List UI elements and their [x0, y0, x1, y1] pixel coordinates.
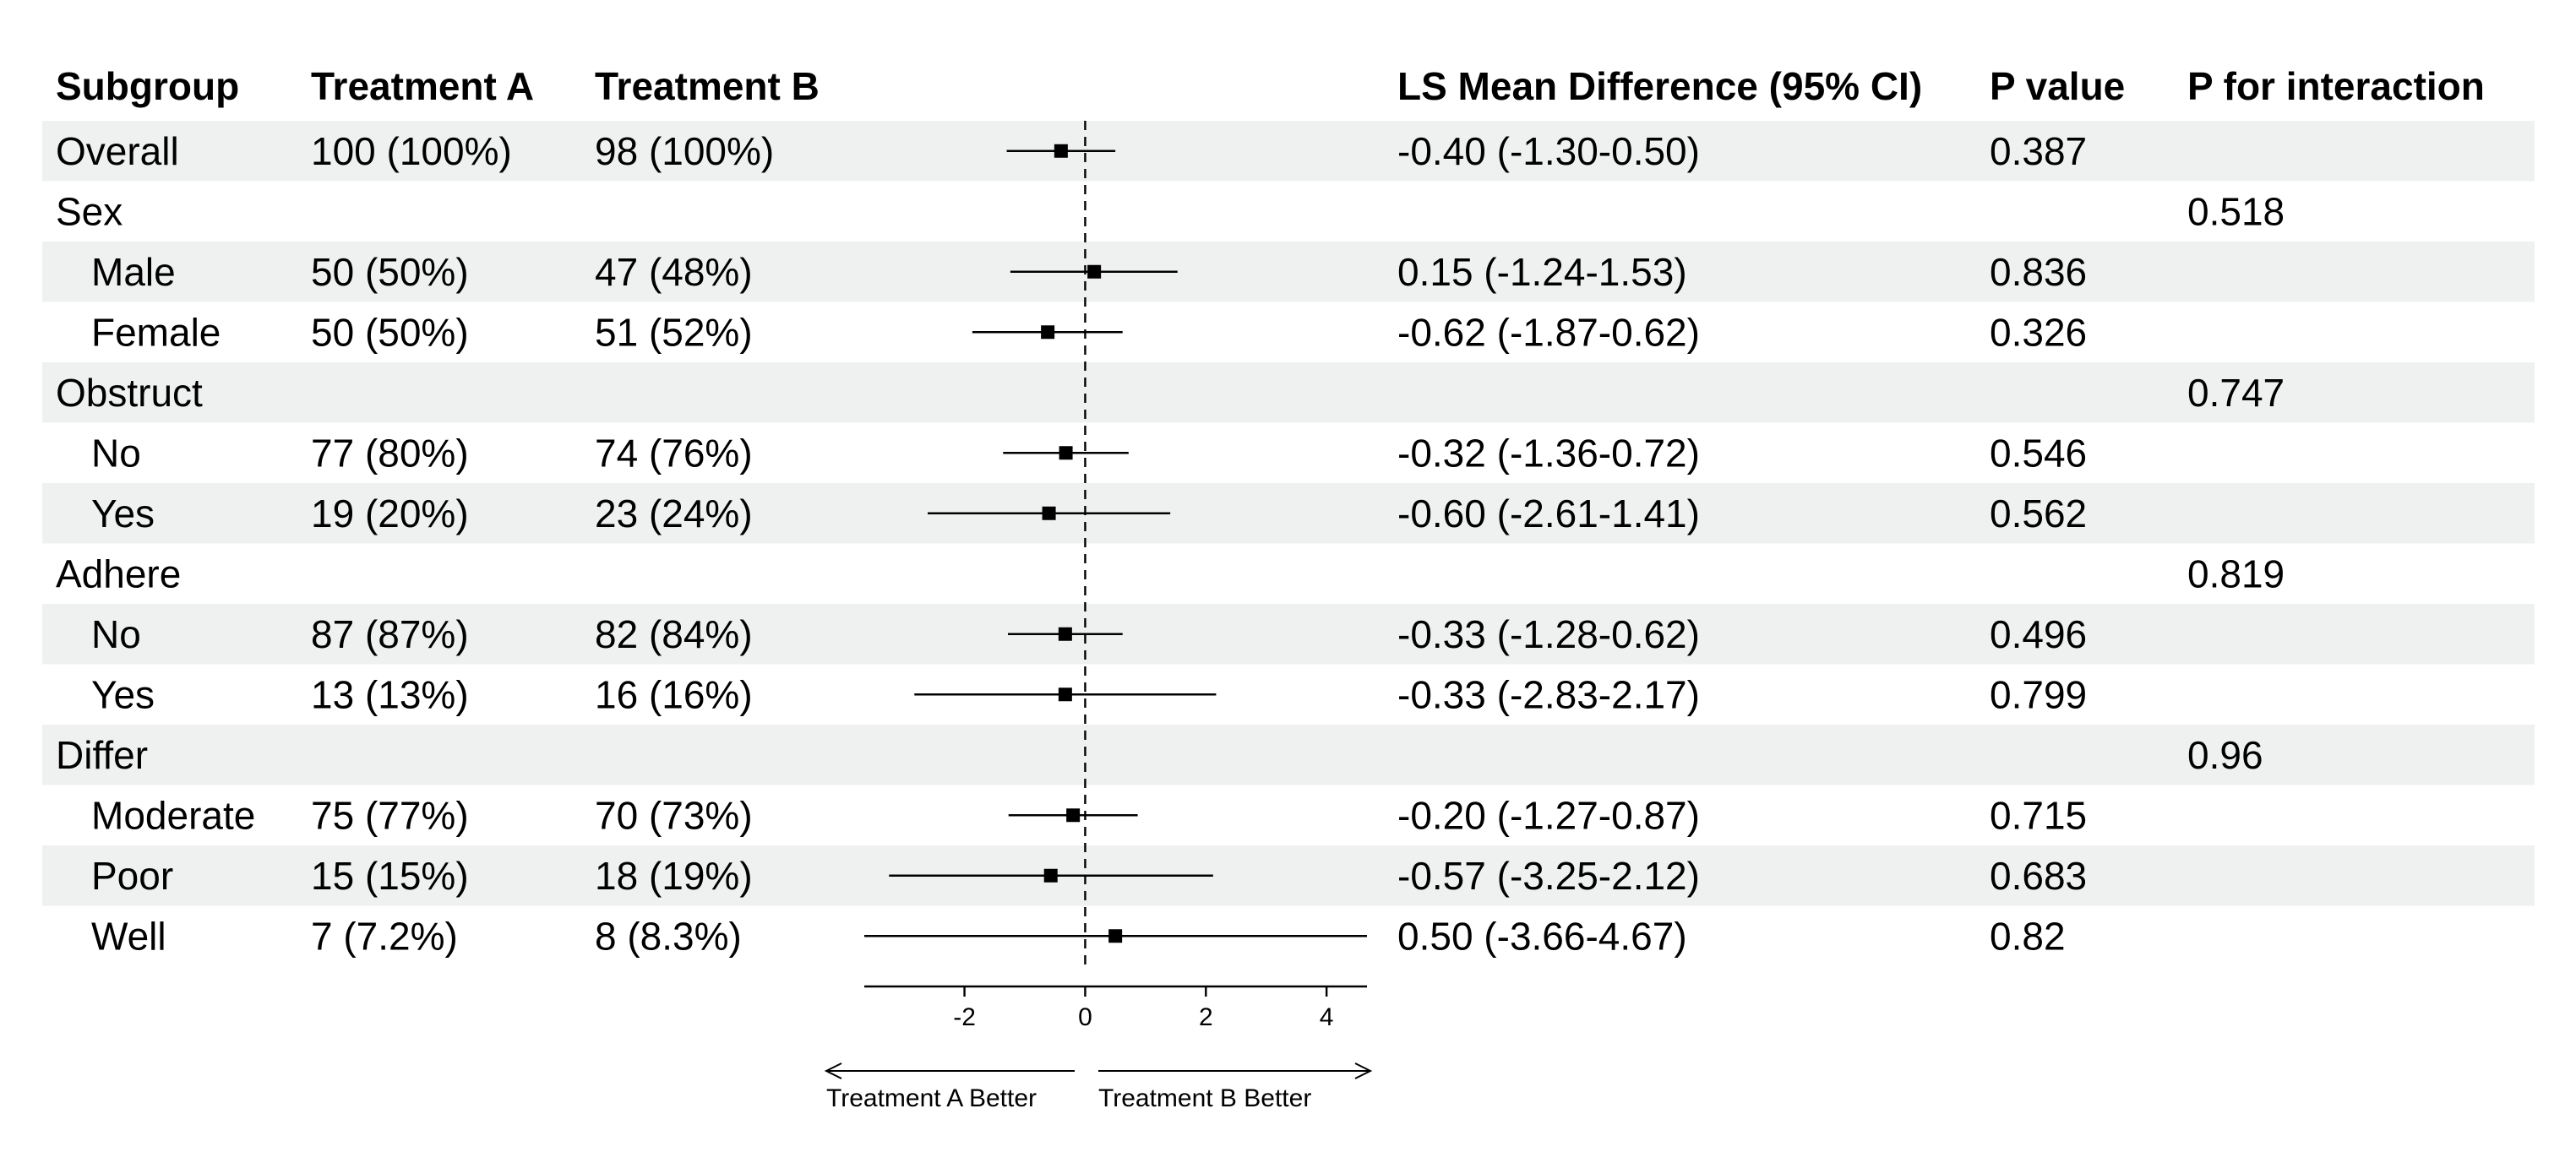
- table-cell: 100 (100%): [311, 129, 512, 173]
- table-cell: 0.496: [1990, 612, 2087, 656]
- table-cell: 18 (19%): [595, 854, 753, 898]
- table-cell: 74 (76%): [595, 431, 753, 475]
- table-cell: -0.33 (-2.83-2.17): [1397, 672, 1700, 716]
- column-header: LS Mean Difference (95% CI): [1397, 64, 1922, 108]
- table-cell: 0.683: [1990, 854, 2087, 898]
- table-cell: 50 (50%): [311, 250, 469, 294]
- table-cell: -0.62 (-1.87-0.62): [1397, 310, 1700, 354]
- row-band: [42, 483, 2535, 544]
- table-cell: 51 (52%): [595, 310, 753, 354]
- table-cell: -0.32 (-1.36-0.72): [1397, 431, 1700, 475]
- table-cell: 0.546: [1990, 431, 2087, 475]
- table-cell: 16 (16%): [595, 672, 753, 716]
- row-band: [42, 845, 2535, 906]
- table-cell: -0.57 (-3.25-2.12): [1397, 854, 1700, 898]
- point-estimate: [1058, 687, 1072, 702]
- arrow-right-head: [1354, 1062, 1373, 1079]
- subgroup-label: No: [91, 431, 141, 475]
- table-cell: 23 (24%): [595, 492, 753, 535]
- point-estimate: [1043, 868, 1058, 883]
- table-cell: 7 (7.2%): [311, 914, 458, 958]
- row-band: [42, 725, 2535, 785]
- column-header: Treatment A: [311, 64, 534, 108]
- subgroup-label: Male: [91, 250, 176, 294]
- subgroup-label: Well: [91, 914, 166, 958]
- subgroup-label: Female: [91, 310, 221, 354]
- x-tick-label: 4: [1320, 1003, 1334, 1031]
- table-cell: 0.387: [1990, 129, 2087, 173]
- point-estimate: [1087, 264, 1102, 279]
- table-cell: -0.60 (-2.61-1.41): [1397, 492, 1700, 535]
- row-band: [42, 604, 2535, 665]
- table-cell: 0.96: [2187, 733, 2263, 777]
- arrow-left-label: Treatment A Better: [826, 1084, 1037, 1112]
- table-cell: 87 (87%): [311, 612, 469, 656]
- table-cell: 50 (50%): [311, 310, 469, 354]
- table-cell: 0.799: [1990, 672, 2087, 716]
- point-estimate: [1058, 627, 1072, 641]
- table-cell: 13 (13%): [311, 672, 469, 716]
- point-estimate: [1041, 325, 1055, 340]
- table-cell: 0.82: [1990, 914, 2066, 958]
- table-cell: 0.747: [2187, 371, 2285, 415]
- table-cell: 98 (100%): [595, 129, 774, 173]
- arrow-right-label: Treatment B Better: [1098, 1084, 1311, 1112]
- column-header: P for interaction: [2187, 64, 2485, 108]
- subgroup-label: Poor: [91, 854, 173, 898]
- x-tick-label: 2: [1199, 1003, 1213, 1031]
- subgroup-label: Yes: [91, 672, 155, 716]
- table-cell: 15 (15%): [311, 854, 469, 898]
- table-cell: 0.326: [1990, 310, 2087, 354]
- point-estimate: [1054, 144, 1068, 158]
- subgroup-label: Adhere: [56, 552, 181, 595]
- table-cell: 82 (84%): [595, 612, 753, 656]
- table-cell: 0.819: [2187, 552, 2285, 595]
- point-estimate: [1042, 506, 1056, 520]
- column-header: Subgroup: [56, 64, 239, 108]
- table-cell: 0.50 (-3.66-4.67): [1397, 914, 1687, 958]
- table-cell: 0.15 (-1.24-1.53): [1397, 250, 1687, 294]
- point-estimate: [1108, 929, 1123, 943]
- table-cell: 19 (20%): [311, 492, 469, 535]
- table-cell: 0.518: [2187, 189, 2285, 233]
- table-cell: 8 (8.3%): [595, 914, 742, 958]
- subgroup-label: Yes: [91, 492, 155, 535]
- table-cell: 0.562: [1990, 492, 2087, 535]
- table-cell: 47 (48%): [595, 250, 753, 294]
- x-tick-label: -2: [953, 1003, 976, 1031]
- subgroup-label: Overall: [56, 129, 179, 173]
- table-cell: 0.715: [1990, 793, 2087, 837]
- arrow-left-head: [824, 1062, 842, 1079]
- table-cell: 0.836: [1990, 250, 2087, 294]
- table-cell: 75 (77%): [311, 793, 469, 837]
- subgroup-label: No: [91, 612, 141, 656]
- table-cell: -0.20 (-1.27-0.87): [1397, 793, 1700, 837]
- row-band: [42, 362, 2535, 423]
- subgroup-label: Moderate: [91, 793, 255, 837]
- row-band: [42, 121, 2535, 182]
- subgroup-label: Sex: [56, 189, 123, 233]
- point-estimate: [1066, 808, 1081, 823]
- table-cell: 77 (80%): [311, 431, 469, 475]
- column-header: P value: [1990, 64, 2125, 108]
- row-band: [42, 242, 2535, 302]
- table-cell: -0.33 (-1.28-0.62): [1397, 612, 1700, 656]
- point-estimate: [1059, 446, 1073, 460]
- table-cell: 70 (73%): [595, 793, 753, 837]
- subgroup-label: Differ: [56, 733, 148, 777]
- x-tick-label: 0: [1078, 1003, 1092, 1031]
- subgroup-label: Obstruct: [56, 371, 203, 415]
- table-cell: -0.40 (-1.30-0.50): [1397, 129, 1700, 173]
- column-header: Treatment B: [595, 64, 820, 108]
